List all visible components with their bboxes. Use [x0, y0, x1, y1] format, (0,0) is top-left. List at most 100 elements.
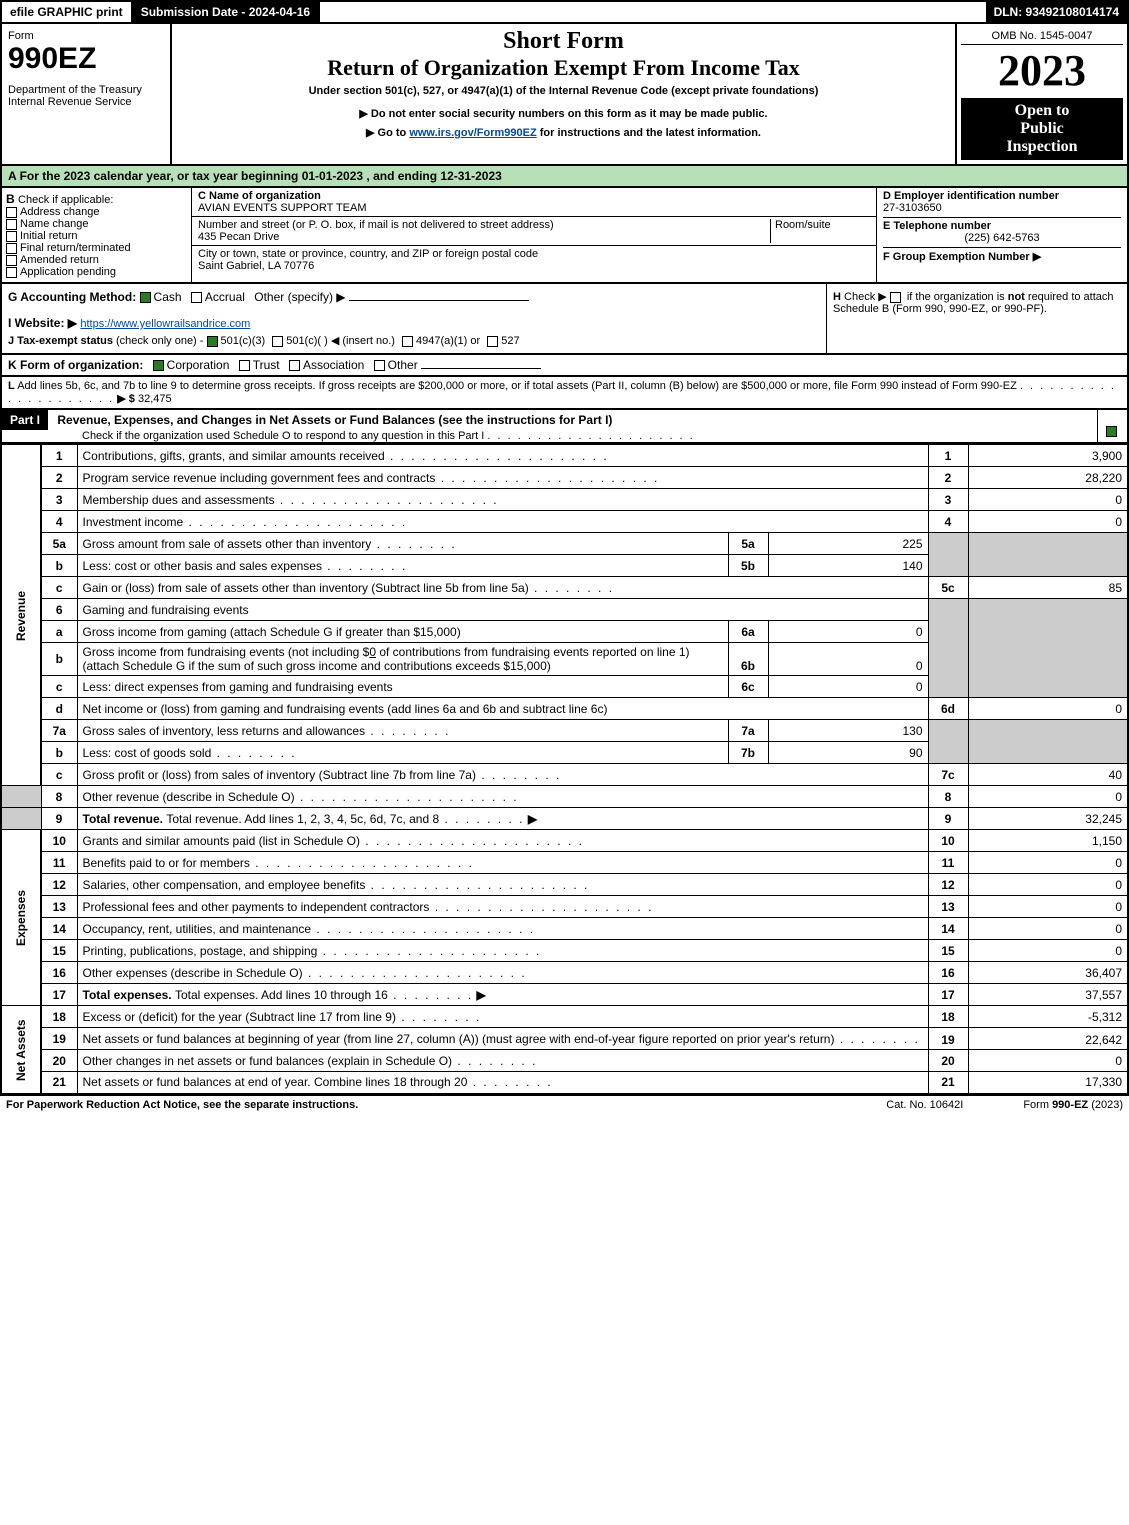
d-6: Gaming and fundraising events: [77, 599, 928, 621]
website-link[interactable]: https://www.yellowrailsandrice.com: [80, 318, 250, 330]
tax-year: 2023: [961, 45, 1123, 96]
v-10: 1,150: [968, 830, 1128, 852]
v-16: 36,407: [968, 962, 1128, 984]
nc-5c: 5c: [928, 577, 968, 599]
checkbox-cash[interactable]: [140, 292, 151, 303]
form-word: Form: [8, 30, 164, 42]
j-note: (check only one) -: [116, 335, 203, 347]
return-title: Return of Organization Exempt From Incom…: [176, 55, 951, 81]
footer-form-word: Form: [1023, 1099, 1052, 1111]
sv-6a: 0: [768, 621, 928, 643]
k-trust: Trust: [253, 358, 280, 372]
i-row: I Website: ▶ https://www.yellowrailsandr…: [8, 316, 820, 330]
checkbox-corporation[interactable]: [153, 360, 164, 371]
sv-6b: 0: [768, 643, 928, 676]
ln-12: 12: [41, 874, 77, 896]
checkbox-527[interactable]: [487, 336, 498, 347]
row-gh: G Accounting Method: Cash Accrual Other …: [0, 284, 1129, 355]
form-number: 990EZ: [8, 42, 164, 76]
g-other: Other (specify) ▶: [254, 290, 345, 304]
subtitle: Under section 501(c), 527, or 4947(a)(1)…: [176, 85, 951, 97]
part1-header-row: Part I Revenue, Expenses, and Changes in…: [0, 410, 1129, 444]
ln-7a: 7a: [41, 720, 77, 742]
d-12: Salaries, other compensation, and employ…: [83, 878, 366, 892]
d-3: Membership dues and assessments: [83, 493, 275, 507]
nc-2: 2: [928, 467, 968, 489]
c-room-label: Room/suite: [775, 219, 870, 231]
k-label: K Form of organization:: [8, 358, 143, 372]
checkbox-trust[interactable]: [239, 360, 250, 371]
checkbox-amended-return[interactable]: [6, 255, 17, 266]
ln-17: 17: [41, 984, 77, 1006]
checkbox-name-change[interactable]: [6, 219, 17, 230]
dept-treasury: Department of the Treasury: [8, 84, 164, 96]
sb-6c: 6c: [728, 676, 768, 698]
ssn-note: ▶ Do not enter social security numbers o…: [176, 107, 951, 120]
checkbox-other-org[interactable]: [374, 360, 385, 371]
part1-title: Revenue, Expenses, and Changes in Net As…: [57, 413, 612, 427]
v-13: 0: [968, 896, 1128, 918]
irs-link[interactable]: www.irs.gov/Form990EZ: [409, 127, 536, 139]
ln-20: 20: [41, 1050, 77, 1072]
l-text: Add lines 5b, 6c, and 7b to line 9 to de…: [17, 380, 1017, 392]
v-7c: 40: [968, 764, 1128, 786]
c-city-label: City or town, state or province, country…: [198, 248, 870, 260]
a-text: For the 2023 calendar year, or tax year …: [20, 169, 502, 183]
sb-7b: 7b: [728, 742, 768, 764]
checkbox-application-pending[interactable]: [6, 267, 17, 278]
nc-16: 16: [928, 962, 968, 984]
nc-21: 21: [928, 1072, 968, 1094]
ln-5b: b: [41, 555, 77, 577]
checkbox-schedule-b[interactable]: [890, 292, 901, 303]
checkbox-accrual[interactable]: [191, 292, 202, 303]
top-header-bar: efile GRAPHIC print Submission Date - 20…: [0, 0, 1129, 24]
d-13: Professional fees and other payments to …: [83, 900, 430, 914]
v-14: 0: [968, 918, 1128, 940]
checkbox-address-change[interactable]: [6, 207, 17, 218]
f-label: F Group Exemption Number: [883, 251, 1030, 263]
d-16: Other expenses (describe in Schedule O): [83, 966, 303, 980]
l-val: 32,475: [138, 393, 172, 405]
k-other-input[interactable]: [421, 368, 541, 369]
nc-11: 11: [928, 852, 968, 874]
d-9: Total revenue. Add lines 1, 2, 3, 4, 5c,…: [166, 812, 439, 826]
checkbox-501c[interactable]: [272, 336, 283, 347]
opt-address-change: Address change: [20, 206, 100, 218]
efile-print-button[interactable]: efile GRAPHIC print: [2, 2, 133, 22]
section-bcdef: B Check if applicable: Address change Na…: [0, 188, 1129, 284]
sv-5a: 225: [768, 533, 928, 555]
ln-2: 2: [41, 467, 77, 489]
checkbox-schedule-o-part1[interactable]: [1106, 426, 1117, 437]
opt-application-pending: Application pending: [20, 266, 116, 278]
ln-21: 21: [41, 1072, 77, 1094]
part1-label: Part I: [2, 410, 48, 430]
i-label: I Website: ▶: [8, 316, 77, 330]
open-line1: Open to: [965, 102, 1119, 120]
v-6d: 0: [968, 698, 1128, 720]
j-527: 527: [501, 335, 519, 347]
ln-5c: c: [41, 577, 77, 599]
checkbox-initial-return[interactable]: [6, 231, 17, 242]
checkbox-4947[interactable]: [402, 336, 413, 347]
row-k: K Form of organization: Corporation Trus…: [0, 355, 1129, 377]
j-label: J Tax-exempt status: [8, 335, 113, 347]
checkbox-501c3[interactable]: [207, 336, 218, 347]
h-label: H: [833, 291, 841, 303]
g-other-input[interactable]: [349, 300, 529, 301]
ln-10: 10: [41, 830, 77, 852]
h-not: not: [1008, 291, 1025, 303]
v-15: 0: [968, 940, 1128, 962]
sb-6a: 6a: [728, 621, 768, 643]
revenue-vlabel: Revenue: [1, 445, 41, 786]
d-7a: Gross sales of inventory, less returns a…: [83, 724, 366, 738]
v-3: 0: [968, 489, 1128, 511]
irs-label: Internal Revenue Service: [8, 96, 164, 108]
short-form-title: Short Form: [176, 28, 951, 55]
l-arrow: ▶ $: [117, 393, 135, 405]
checkbox-final-return[interactable]: [6, 243, 17, 254]
omb-number: OMB No. 1545-0047: [961, 28, 1123, 45]
sv-7b: 90: [768, 742, 928, 764]
checkbox-association[interactable]: [289, 360, 300, 371]
nc-4: 4: [928, 511, 968, 533]
ln-14: 14: [41, 918, 77, 940]
